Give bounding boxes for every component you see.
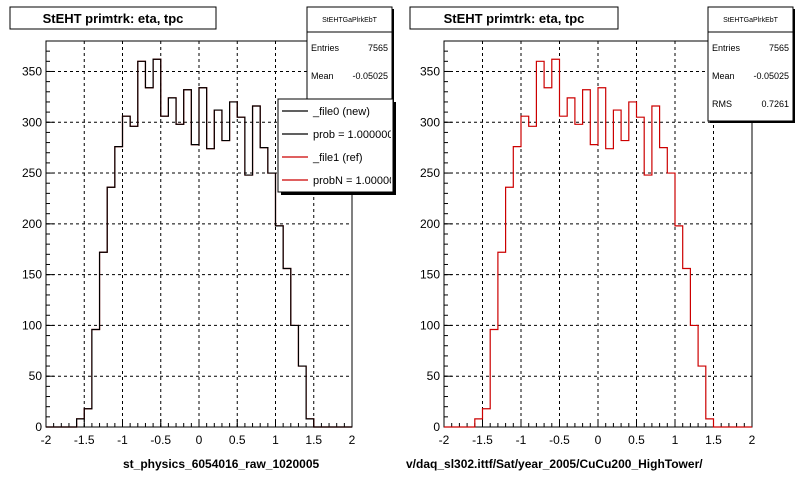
y-tick-label: 100 (420, 318, 440, 332)
x-tick-label: -1 (117, 433, 128, 447)
stats-label: RMS (712, 99, 732, 109)
legend-label: prob = 1.000000 (313, 129, 393, 141)
legend-label: _file0 (new) (312, 106, 370, 118)
title-box (409, 6, 619, 30)
x-tick-label: 0.5 (229, 433, 246, 447)
y-tick-label: 150 (22, 268, 42, 282)
legend-box (277, 98, 394, 193)
y-tick-label: 350 (22, 64, 42, 78)
y-tick-label: 50 (29, 369, 43, 383)
histogram-line--file0-new- (46, 58, 352, 428)
x-tick-label: 2 (349, 433, 356, 447)
x-tick-label: -1.5 (472, 433, 493, 447)
x-tick-label: -0.5 (150, 433, 171, 447)
stats-box (707, 6, 794, 122)
chart-title: StEHT primtrk: eta, tpc (444, 11, 585, 26)
stats-label: Entries (311, 43, 340, 53)
x-tick-label: -1 (516, 433, 527, 447)
x-tick-label: 1.5 (705, 433, 722, 447)
y-tick-label: 300 (22, 115, 42, 129)
footer-left: st_physics_6054016_raw_1020005 (123, 457, 320, 471)
y-tick-label: 50 (427, 369, 441, 383)
stats-value: 7565 (368, 43, 388, 53)
y-tick-label: 0 (35, 420, 42, 434)
stats-value: -0.05025 (753, 71, 789, 81)
x-tick-label: -2 (41, 433, 52, 447)
histogram-panel-1: -2 -1.5 -1 -0.5 0 0.5 1 1.5 2 0 50 100 150 200 250 300 3… (9, 6, 401, 447)
stats-name: StEHTGaPlrkEbT (723, 17, 779, 24)
x-tick-label: 0 (196, 433, 203, 447)
legend-label: _file1 (ref) (312, 152, 363, 164)
y-tick-label: 300 (420, 115, 440, 129)
title-box (9, 6, 217, 30)
footer-right: v/daq_sl302.ittf/Sat/year_2005/CuCu200_H… (406, 457, 703, 471)
stats-label: Mean (311, 71, 334, 81)
stats-value: 0.7261 (761, 99, 789, 109)
y-tick-label: 100 (22, 318, 42, 332)
x-tick-label: 1 (272, 433, 279, 447)
x-tick-label: -2 (439, 433, 450, 447)
x-tick-label: 0 (595, 433, 602, 447)
histogram-panel-2: -2 -1.5 -1 -0.5 0 0.5 1 1.5 2 0 50 100 150 200 250 300 3… (409, 6, 795, 447)
chart-title: StEHT primtrk: eta, tpc (43, 11, 184, 26)
stats-box (306, 6, 393, 114)
x-tick-label: 1.5 (305, 433, 322, 447)
histogram-line-series (444, 58, 752, 428)
y-tick-label: 250 (22, 166, 42, 180)
stats-value: -0.05025 (352, 71, 388, 81)
legend-label: probN = 1.000000 (313, 175, 401, 187)
stats-label: Entries (712, 43, 741, 53)
y-tick-label: 200 (22, 217, 42, 231)
y-tick-label: 150 (420, 268, 440, 282)
stats-name: StEHTGaPlrkEbT (322, 17, 378, 24)
legend: _file0 (new) prob = 1.000000 _file1 (ref) p… (277, 98, 401, 195)
legend-entries: _file0 (new) prob = 1.000000 _file1 (ref) p… (282, 106, 401, 187)
x-tick-label: 1 (672, 433, 679, 447)
y-tick-label: 250 (420, 166, 440, 180)
y-tick-label: 200 (420, 217, 440, 231)
y-tick-label: 350 (420, 64, 440, 78)
stats-label: Mean (712, 71, 735, 81)
x-tick-label: -0.5 (549, 433, 570, 447)
stats-value: 7565 (769, 43, 789, 53)
x-tick-label: -1.5 (74, 433, 95, 447)
y-tick-label: 0 (433, 420, 440, 434)
x-tick-label: 2 (749, 433, 756, 447)
x-tick-label: 0.5 (628, 433, 645, 447)
